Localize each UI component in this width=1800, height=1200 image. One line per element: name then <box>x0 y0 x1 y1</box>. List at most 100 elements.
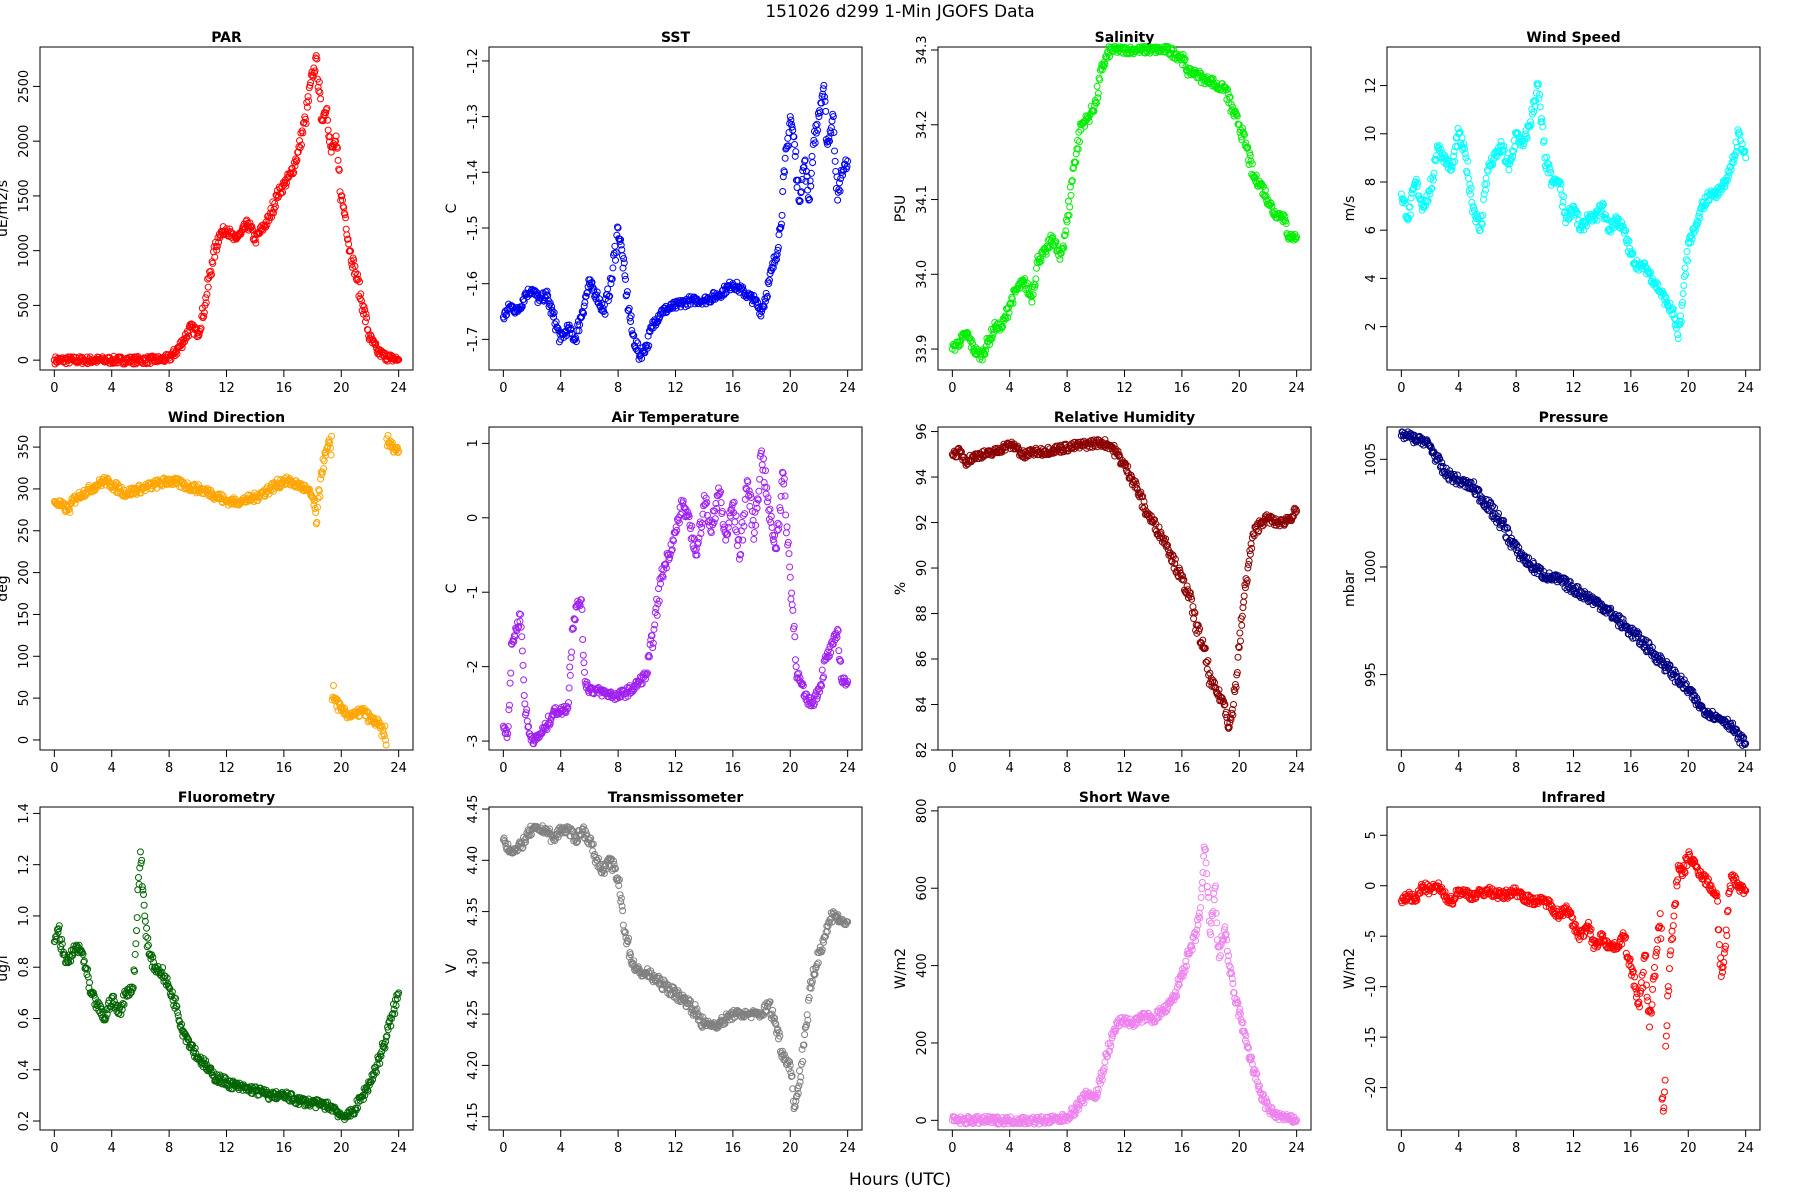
wind-speed-data-point <box>1424 197 1432 205</box>
air-temperature-data-point <box>755 487 763 495</box>
sst-data-point <box>835 186 843 194</box>
par-x-tick-label: 16 <box>276 381 293 396</box>
salinity-data-point <box>1003 305 1011 313</box>
par-data-point <box>351 262 359 270</box>
salinity-data-point <box>1064 197 1072 205</box>
par-data-point <box>215 238 223 246</box>
sst-data-point <box>531 287 539 295</box>
par-data-point <box>267 213 275 221</box>
salinity-data-point <box>1259 183 1267 191</box>
salinity-data-point <box>1061 231 1069 239</box>
pressure-y-tick-label: 1000 <box>1364 550 1379 583</box>
wind-speed-data-point <box>1423 198 1431 206</box>
relative-humidity-x-tick-label: 24 <box>1288 761 1305 776</box>
air-temperature-data-point <box>579 651 587 659</box>
salinity-data-point <box>1122 50 1130 58</box>
salinity-data-point <box>1090 107 1098 115</box>
sst-data-point <box>831 147 839 155</box>
air-temperature-data-point <box>520 676 528 684</box>
sst-data-point <box>608 275 616 283</box>
air-temperature-data-point <box>789 606 797 614</box>
par-data-point <box>334 156 342 164</box>
air-temperature-data-point <box>518 647 526 655</box>
fluorometry-data-point <box>132 940 140 948</box>
sst-data-point <box>587 279 595 287</box>
salinity-data-point <box>1081 122 1089 130</box>
wind-speed-data-point <box>1429 173 1437 181</box>
pressure-x-tick-label: 20 <box>1680 761 1697 776</box>
par-data-point <box>200 309 208 317</box>
par-plot-frame <box>39 46 414 371</box>
salinity-y-tick-label: 34.0 <box>915 260 930 289</box>
sst-data-point <box>580 302 588 310</box>
relative-humidity-y-tick-label: 94 <box>915 469 930 486</box>
relative-humidity-y-tick-label: 86 <box>915 651 930 668</box>
wind-speed-data-point <box>1535 94 1543 102</box>
salinity-data-point <box>1066 183 1074 191</box>
air-temperature-data-point <box>579 635 587 643</box>
sst-x-tick-label: 12 <box>667 381 684 396</box>
sst-data-point <box>836 187 844 195</box>
wind-speed-y-tick-label: 12 <box>1364 77 1379 94</box>
sst-data-point <box>764 278 772 286</box>
wind-direction-x-tick-label: 4 <box>108 761 116 776</box>
salinity-data-point <box>1042 250 1050 258</box>
air-temperature-data-point <box>731 518 739 526</box>
par-data-point <box>336 188 344 196</box>
sst-data-point <box>817 99 825 107</box>
wind-speed-data-point <box>1539 123 1547 131</box>
par-data-point <box>356 278 364 286</box>
par-data-point <box>350 256 358 264</box>
par-data-point <box>362 310 370 318</box>
salinity-data-point <box>1226 93 1234 101</box>
fluorometry-y-tick-label: 0.8 <box>17 957 32 978</box>
par-data-point <box>333 144 341 152</box>
wind-speed-x-tick-label: 20 <box>1680 381 1697 396</box>
wind-speed-data-point <box>1536 91 1544 99</box>
air-temperature-data-point <box>818 666 826 674</box>
wind-speed-data-point <box>1461 150 1469 158</box>
sst-data-point <box>550 309 558 317</box>
sst-data-point <box>784 142 792 150</box>
sst-data-point <box>593 288 601 296</box>
sst-data-point <box>607 280 615 288</box>
air-temperature-data-point <box>506 679 514 687</box>
wind-speed-data-points <box>1397 80 1750 343</box>
fluorometry-x-tick-label: 20 <box>333 1141 350 1156</box>
pressure-x-tick-label: 16 <box>1623 761 1640 776</box>
sst-x-tick-label: 24 <box>839 381 856 396</box>
sst-data-point <box>842 156 850 164</box>
salinity-data-point <box>1224 90 1232 98</box>
wind-speed-data-point <box>1412 175 1420 183</box>
wind-speed-data-point <box>1527 121 1535 129</box>
air-temperature-data-point <box>566 671 574 679</box>
par-y-tick-label: 2500 <box>17 70 32 103</box>
sst-y-tick-label: -1.5 <box>466 215 481 240</box>
sst-data-point <box>796 197 804 205</box>
air-temperature-data-point <box>781 492 789 500</box>
pressure-x-tick-label: 12 <box>1565 761 1582 776</box>
fluorometry-data-point <box>133 914 141 922</box>
sst-data-point <box>802 177 810 185</box>
sst-data-point <box>543 287 551 295</box>
sst-data-point <box>613 223 621 231</box>
par-y-tick-label: 1000 <box>17 234 32 267</box>
sst-data-point <box>588 278 596 286</box>
air-temperature-y-tick-label: -1 <box>466 586 481 599</box>
sst-data-point <box>841 160 849 168</box>
salinity-data-point <box>1029 291 1037 299</box>
fluorometry-data-points <box>50 848 403 1124</box>
salinity-data-point <box>1085 117 1093 125</box>
wind-speed-y-tick-label: 2 <box>1364 322 1379 330</box>
air-temperature-x-tick-label: 24 <box>839 761 856 776</box>
salinity-data-point <box>1169 45 1177 53</box>
salinity-data-point <box>1037 257 1045 265</box>
sst-data-point <box>609 264 617 272</box>
wind-speed-data-point <box>1466 180 1474 188</box>
sst-data-point <box>773 255 781 263</box>
salinity-plot-frame <box>937 46 1312 371</box>
wind-speed-data-point <box>1420 203 1428 211</box>
wind-direction-x-tick-label: 12 <box>218 761 235 776</box>
sst-data-point <box>808 152 816 160</box>
